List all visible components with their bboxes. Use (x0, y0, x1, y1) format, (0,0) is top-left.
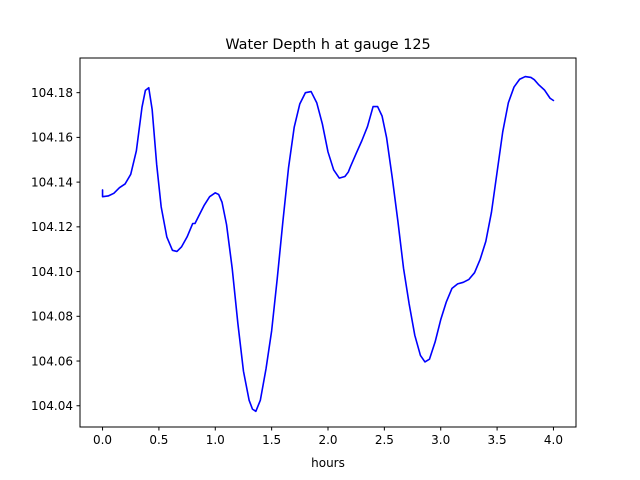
x-axis: 0.0 0.5 1.0 1.5 2.0 2.5 3.0 3.5 4.0 (93, 427, 563, 447)
y-tick-label: 104.16 (31, 131, 73, 145)
x-tick-label: 4.0 (544, 433, 563, 447)
x-tick-label: 2.5 (375, 433, 394, 447)
x-tick-label: 1.5 (262, 433, 281, 447)
y-tick-label: 104.12 (31, 220, 73, 234)
y-tick-label: 104.06 (31, 354, 73, 368)
x-tick-label: 3.5 (488, 433, 507, 447)
y-tick-label: 104.14 (31, 175, 73, 189)
y-axis: 104.04 104.06 104.08 104.10 104.12 104.14 104.… (31, 86, 80, 413)
x-tick-label: 2.0 (318, 433, 337, 447)
y-tick-label: 104.18 (31, 86, 73, 100)
x-tick-label: 1.0 (206, 433, 225, 447)
y-tick-label: 104.04 (31, 399, 73, 413)
x-tick-label: 3.0 (431, 433, 450, 447)
y-tick-label: 104.08 (31, 310, 73, 324)
series-line-0 (101, 75, 555, 413)
x-tick-label: 0.5 (149, 433, 168, 447)
plot-area (101, 75, 555, 413)
x-axis-label: hours (311, 456, 345, 470)
chart-title: Water Depth h at gauge 125 (225, 37, 430, 53)
y-tick-label: 104.10 (31, 265, 73, 279)
x-tick-label: 0.0 (93, 433, 112, 447)
plot-frame (79, 57, 577, 428)
